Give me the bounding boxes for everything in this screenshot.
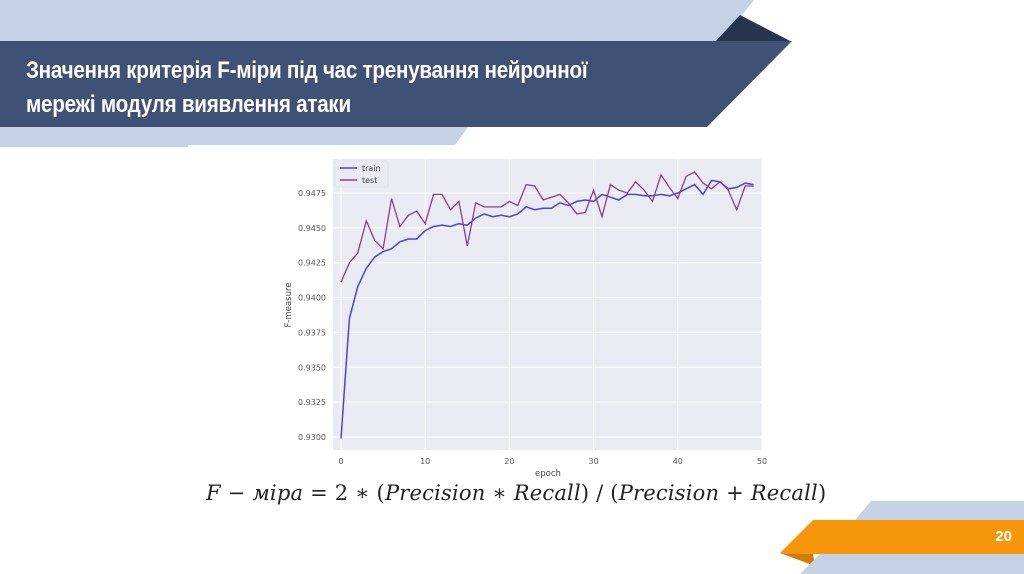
f-measure-line-chart: 0.9300 0.9325 0.9350 0.9375 0.9400 0.9425 0.94…	[284, 159, 767, 479]
test-series-line	[340, 171, 754, 283]
f-measure-formula: F − міра = 2 ∗ (Precision ∗ Recall) / (P…	[206, 481, 826, 505]
y-axis-label: F-measure	[284, 282, 294, 327]
x-axis-label: epoch	[535, 469, 561, 479]
formula-recall-1: Recall	[513, 481, 581, 505]
x-tick-label: 0	[338, 457, 343, 466]
y-tick-label: 0.9425	[298, 259, 326, 268]
formula-equals: = 2 ∗ (	[303, 481, 385, 505]
header-shadow-triangle	[715, 15, 792, 42]
footer-light-band-bottom	[800, 554, 1024, 574]
legend: train test	[334, 160, 389, 188]
formula-multiply: ∗	[485, 481, 514, 505]
x-tick-label: 20	[504, 457, 514, 466]
page-number: 20	[995, 528, 1012, 545]
grid-lines	[333, 159, 763, 450]
y-tick-label: 0.9375	[298, 328, 326, 337]
x-tick-label: 10	[420, 457, 430, 466]
header-dark-band	[0, 41, 792, 127]
header-light-band-lower	[0, 127, 468, 147]
formula-plus: +	[719, 481, 751, 505]
legend-train-label: train	[362, 164, 381, 173]
slide-title-line-1: Значення критерія F-міри під час тренува…	[26, 57, 588, 84]
slide-title: Значення критерія F-міри під час тренува…	[26, 54, 628, 122]
y-tick-label: 0.9475	[298, 189, 326, 198]
x-axis-ticks: 0 10 20 30 40 50	[338, 457, 767, 466]
x-tick-label: 40	[673, 457, 683, 466]
y-tick-label: 0.9350	[298, 363, 326, 372]
formula-precision-2: Precision	[618, 481, 720, 505]
plot-area	[333, 159, 762, 450]
y-tick-label: 0.9325	[298, 398, 326, 407]
formula-close: )	[817, 481, 827, 505]
header-light-band	[0, 0, 754, 42]
y-tick-label: 0.9450	[298, 224, 326, 233]
formula-divide: ) / (	[580, 481, 619, 505]
x-tick-label: 50	[757, 457, 767, 466]
formula-recall-2: Recall	[750, 481, 818, 505]
slide-title-line-2: мережі модуля виявлення атаки	[26, 91, 351, 118]
legend-test-label: test	[362, 176, 377, 185]
x-tick-label: 30	[589, 457, 599, 466]
y-tick-label: 0.9400	[298, 294, 326, 303]
footer-orange-fold	[780, 553, 815, 566]
footer-light-band-top	[855, 501, 1024, 520]
formula-lhs: F − міра	[206, 481, 304, 505]
formula-precision-1: Precision	[384, 481, 486, 505]
y-axis-ticks: 0.9300 0.9325 0.9350 0.9375 0.9400 0.9425 0.94…	[298, 189, 326, 442]
train-series-line	[340, 179, 754, 439]
footer-orange-band	[780, 520, 1024, 554]
y-tick-label: 0.9300	[298, 433, 326, 442]
